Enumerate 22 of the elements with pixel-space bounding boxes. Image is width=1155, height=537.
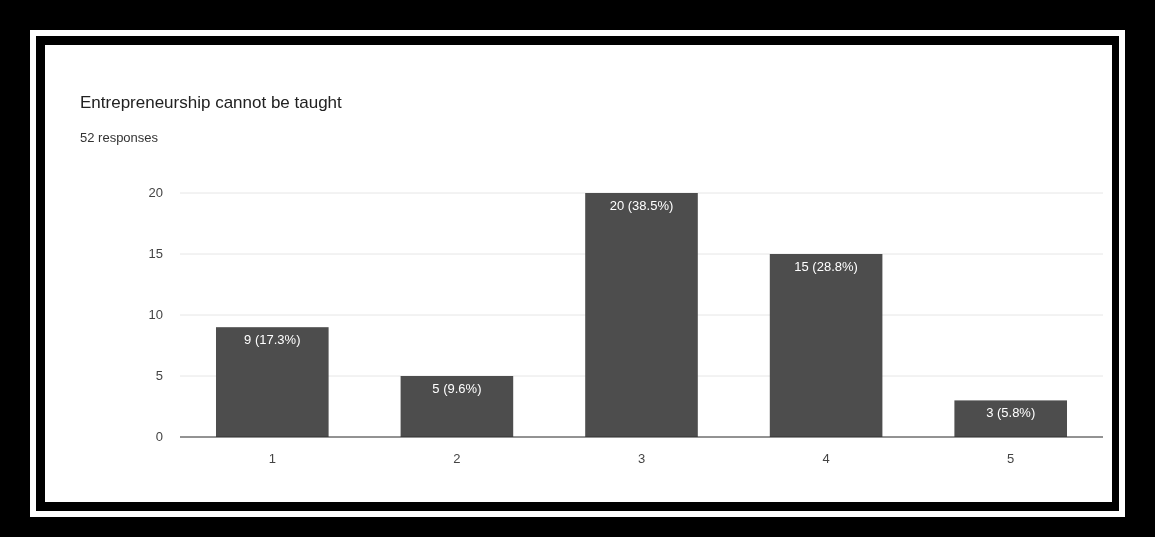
y-tick-label: 15 [148, 246, 163, 261]
x-tick-label: 5 [1007, 451, 1015, 466]
bar [769, 254, 883, 437]
data-label: 3 (5.8%) [986, 405, 1036, 421]
y-tick-label: 5 [155, 368, 163, 383]
bar [585, 193, 698, 437]
data-label: 9 (17.3%) [244, 332, 301, 348]
x-tick-label: 2 [453, 451, 461, 466]
y-tick-label: 10 [148, 307, 163, 322]
chart-title: Entrepreneurship cannot be taught [80, 93, 343, 112]
x-tick-label: 1 [268, 451, 276, 466]
data-label: 15 (28.8%) [794, 259, 858, 274]
y-tick-label: 20 [148, 185, 163, 200]
chart-subtitle: 52 responses [80, 130, 159, 145]
data-label: 5 (9.6%) [432, 381, 482, 396]
bar [400, 376, 514, 437]
x-tick-label: 3 [637, 451, 646, 466]
y-tick-label: 0 [155, 429, 163, 444]
x-tick-label: 4 [822, 451, 830, 466]
data-label: 20 (38.5%) [609, 198, 674, 213]
bar [216, 327, 329, 437]
bar [954, 400, 1067, 437]
